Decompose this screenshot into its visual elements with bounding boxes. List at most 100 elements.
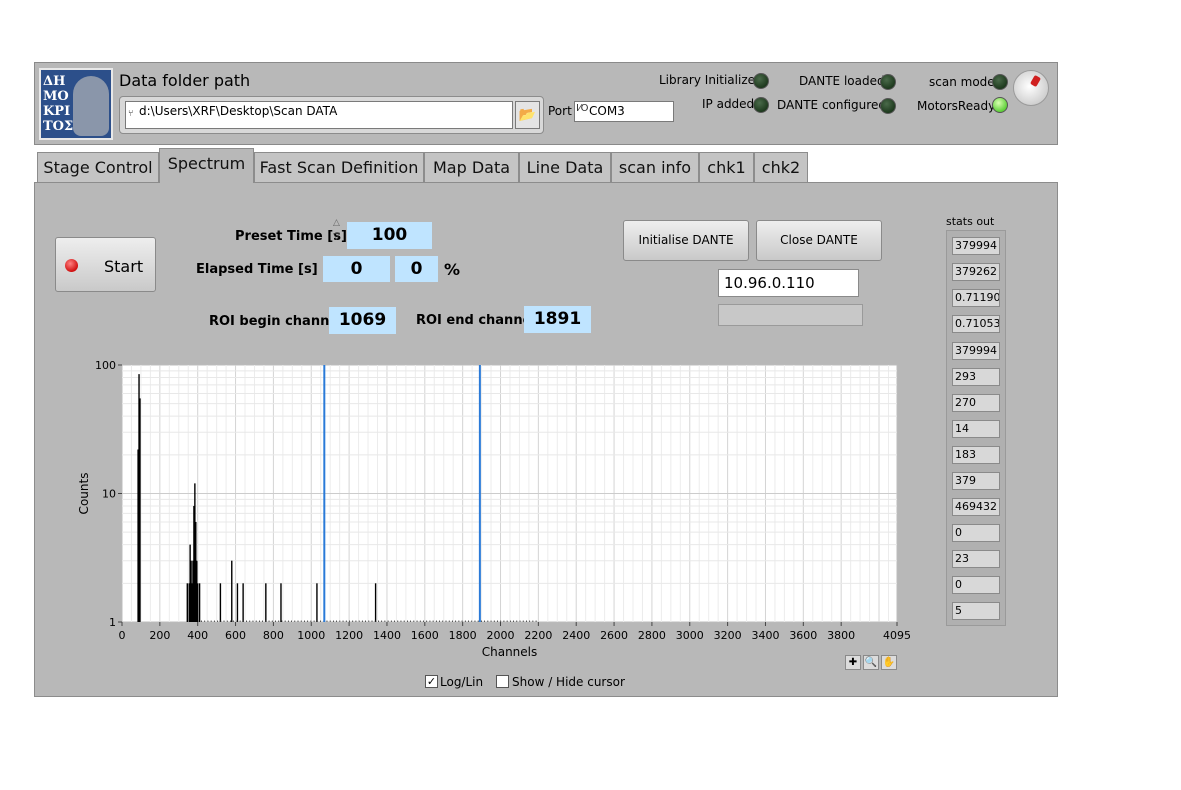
logo-letters-1: ΔΗ [43,74,66,89]
tab-fast-scan-definition[interactable]: Fast Scan Definition [254,152,424,182]
x-tick-label: 3800 [827,629,855,642]
x-tick-label: 400 [187,629,208,642]
folder-path-value: d:\Users\XRF\Desktop\Scan DATA [139,104,338,118]
y-tick-label: 100 [95,359,116,372]
scan-mode-led [992,74,1008,90]
preset-time-label: Preset Time [s] [235,229,347,244]
library-initialized-label: Library Initialized [659,73,763,87]
ip-added-label: IP added [702,97,755,111]
x-axis-label: Channels [482,645,538,659]
y-tick-label: 10 [102,488,116,501]
tab-chk2[interactable]: chk2 [754,152,808,182]
stats-value: 379994 [952,342,1000,360]
x-tick-label: 2400 [562,629,590,642]
tab-stage-control[interactable]: Stage Control [37,152,159,182]
log-lin-checkbox[interactable]: ✓ [425,675,438,688]
x-tick-label: 2600 [600,629,628,642]
log-lin-label: Log/Lin [440,675,484,689]
checkmark-icon: ✓ [426,675,437,688]
speed-knob[interactable] [1013,70,1049,106]
x-tick-label: 0 [119,629,126,642]
increment-icon[interactable]: △ [333,218,340,228]
elapsed-time-label: Elapsed Time [s] [196,262,318,277]
zoom-icon[interactable]: 🔍 [863,655,879,670]
show-hide-cursor-checkbox[interactable] [496,675,509,688]
x-tick-label: 1000 [297,629,325,642]
folder-path-label: Data folder path [119,71,251,90]
x-tick-label: 200 [149,629,170,642]
stats-value: 183 [952,446,1000,464]
x-tick-label: 3400 [751,629,779,642]
library-initialized-led [753,73,769,89]
tab-line-data[interactable]: Line Data [519,152,611,182]
elapsed-percent-value: 0 [395,256,438,282]
scan-mode-label: scan mode [929,75,995,89]
dante-configured-led [880,98,896,114]
roi-end-input[interactable]: 1891 [524,306,591,333]
x-tick-label: 1600 [411,629,439,642]
motors-ready-label: MotorsReady [917,99,996,113]
graph-palette: ✚ 🔍 ✋ [845,654,899,670]
percent-sign: % [444,260,461,279]
stats-value: 0.710538 [952,315,1000,333]
pan-hand-icon[interactable]: ✋ [881,655,897,670]
x-tick-label: 800 [263,629,284,642]
stats-value: 379 [952,472,1000,490]
stats-value: 379262 [952,263,1000,281]
x-tick-label: 2800 [638,629,666,642]
spectrum-graph[interactable]: 0 200 400 600 800 1000 1200 1400 1600 1800 2000 220… [72,358,912,668]
start-status-led [65,259,78,272]
stats-out-label: stats out [946,215,995,228]
decrement-icon[interactable]: ▽ [333,232,340,242]
tab-scan-info[interactable]: scan info [611,152,699,182]
logo-bust-image [73,76,109,136]
port-select[interactable] [574,101,674,122]
x-tick-label: 600 [225,629,246,642]
cursor-move-icon[interactable]: ✚ [845,655,861,670]
port-value: COM3 [589,104,625,118]
ip-added-led [753,97,769,113]
start-button-label: Start [104,257,144,276]
logo: ΔΗ ΜΟ ΚΡΙ ΤΟΣ [39,68,113,140]
x-tick-label: 1400 [373,629,401,642]
y-tick-label: 1 [109,616,116,629]
stats-value: 469432 [952,498,1000,516]
visa-resource-icon: I⁄O [576,103,589,114]
logo-letters-4: ΤΟΣ [43,119,74,134]
close-dante-button[interactable]: Close DANTE [756,220,882,261]
tab-spectrum[interactable]: Spectrum [159,148,254,183]
dante-loaded-led [880,74,896,90]
stats-value: 0 [952,576,1000,594]
motors-ready-led [992,97,1008,113]
x-tick-label: 4095 [883,629,911,642]
logo-letters-3: ΚΡΙ [43,104,71,119]
x-tick-label: 3600 [789,629,817,642]
dante-loaded-label: DANTE loaded [799,74,885,88]
stats-value: 5 [952,602,1000,620]
stats-value: 23 [952,550,1000,568]
path-type-icon: ⑂ [128,109,134,119]
initialise-dante-button[interactable]: Initialise DANTE [623,220,749,261]
stats-value: 270 [952,394,1000,412]
ip-address-input[interactable]: 10.96.0.110 [718,269,859,297]
browse-folder-button[interactable]: 📂 [515,101,540,129]
folder-path-input[interactable] [125,101,513,129]
dante-status-indicator [718,304,863,326]
port-label: Port [548,104,572,118]
x-tick-label: 3000 [676,629,704,642]
y-axis-label: Counts [77,473,91,515]
x-tick-label: 2000 [487,629,515,642]
x-tick-label: 1200 [335,629,363,642]
stats-value: 0.711909 [952,289,1000,307]
show-hide-cursor-label: Show / Hide cursor [512,675,625,689]
tab-chk1[interactable]: chk1 [699,152,754,182]
preset-time-stepper[interactable]: △ ▽ [333,218,340,242]
tab-map-data[interactable]: Map Data [424,152,519,182]
dante-configured-label: DANTE configured [777,98,886,112]
logo-text: ΔΗ ΜΟ ΚΡΙ ΤΟΣ [43,74,73,134]
x-tick-label: 1800 [449,629,477,642]
roi-begin-input[interactable]: 1069 [329,307,396,334]
stats-value: 0 [952,524,1000,542]
preset-time-input[interactable]: 100 [347,222,432,249]
stats-value: 379994 [952,237,1000,255]
